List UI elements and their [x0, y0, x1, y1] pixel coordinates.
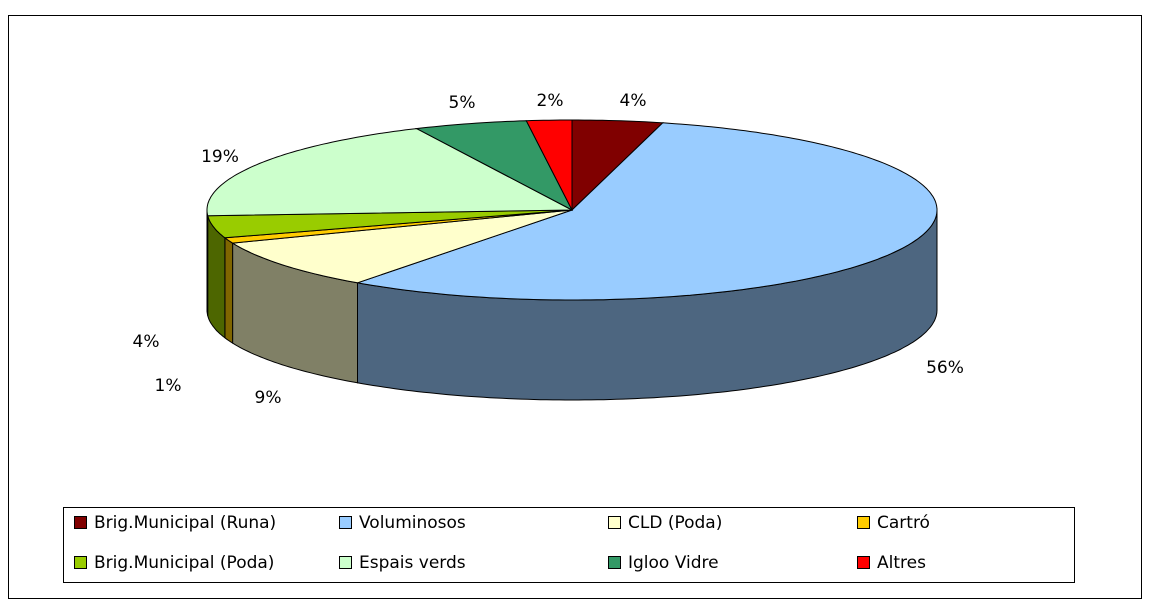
- pie-tops: [206, 119, 938, 301]
- legend-swatch: [74, 556, 87, 569]
- pie-slice: [414, 120, 574, 212]
- legend-label: Altres: [877, 553, 926, 573]
- pie-slice: [525, 119, 573, 211]
- data-label: 1%: [155, 376, 182, 396]
- legend-swatch: [74, 516, 87, 529]
- legend-label: Cartró: [877, 513, 930, 533]
- data-label: 9%: [255, 388, 282, 408]
- pie-slice: [207, 209, 573, 239]
- legend-box: [63, 507, 1075, 583]
- legend-swatch: [608, 556, 621, 569]
- legend-label: Voluminosos: [359, 513, 466, 533]
- data-label: 2%: [537, 91, 564, 111]
- pie-side: [224, 236, 234, 345]
- legend-label: Brig.Municipal (Poda): [94, 553, 274, 573]
- legend-label: Espais verds: [359, 553, 466, 573]
- legend-label: Brig.Municipal (Runa): [94, 513, 276, 533]
- legend-label: CLD (Poda): [628, 513, 722, 533]
- pie-slice: [231, 209, 573, 284]
- data-label: 19%: [201, 147, 239, 167]
- pie-side: [206, 210, 209, 316]
- pie-slice: [357, 122, 938, 301]
- legend-label: Igloo Vidre: [628, 553, 719, 573]
- pie-slice: [206, 128, 573, 217]
- legend-swatch: [857, 516, 870, 529]
- data-label: 5%: [449, 93, 476, 113]
- data-label: 4%: [620, 91, 647, 111]
- legend-swatch: [339, 556, 352, 569]
- legend-swatch: [339, 516, 352, 529]
- data-label: 4%: [133, 332, 160, 352]
- pie-slice: [571, 119, 664, 212]
- legend-swatch: [857, 556, 870, 569]
- legend-swatch: [608, 516, 621, 529]
- data-label: 56%: [926, 358, 964, 378]
